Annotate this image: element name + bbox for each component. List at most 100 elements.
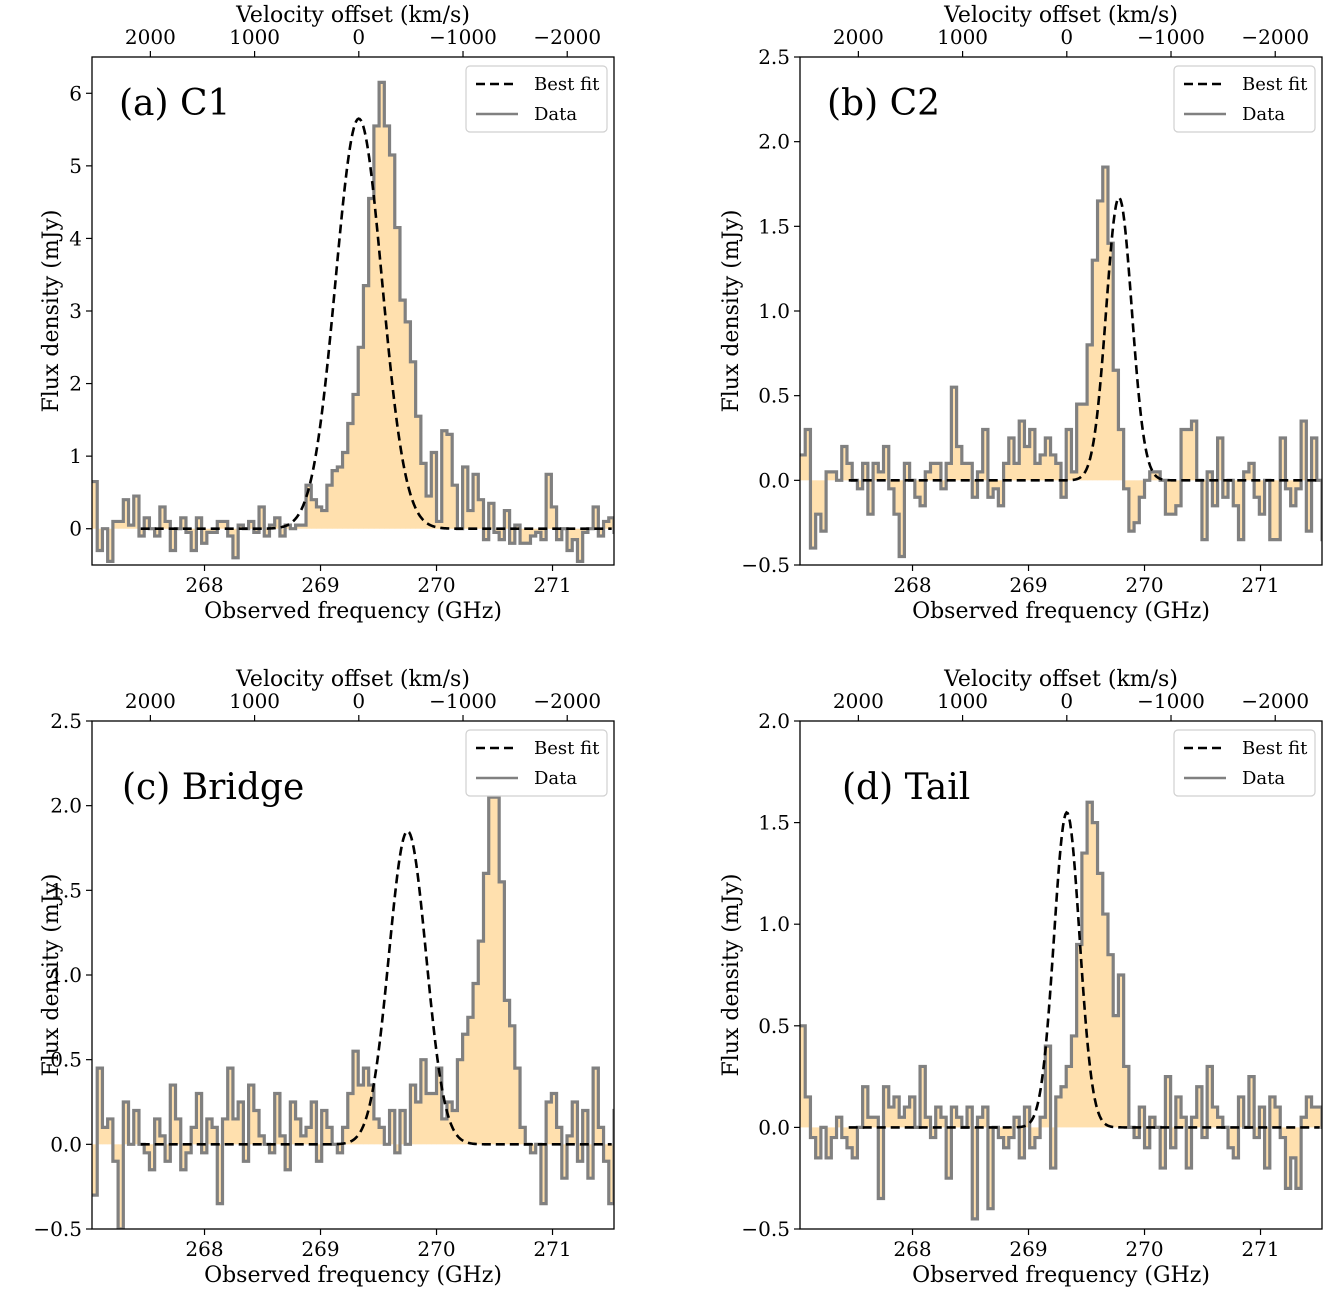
data-bar-fill [1045,1046,1051,1128]
data-bar-fill [1201,480,1208,540]
data-bar-fill [227,1068,234,1145]
legend-box [465,729,608,797]
data-bar-fill [841,1127,848,1138]
top-tick-label: −2000 [1241,25,1309,49]
data-bar-fill [441,430,448,529]
legend-label-data: Data [1242,104,1285,125]
data-bar-fill [525,528,531,544]
x-tick-label: 269 [301,1237,339,1261]
top-tick-label: 2000 [125,25,176,49]
best-fit-curve [848,196,1320,482]
data-bar-fill [535,528,542,533]
top-tick-label: 1000 [229,689,280,713]
data-bar-fill [311,1102,317,1145]
data-bar-fill [1061,480,1067,498]
panel-1: 268 269 270 271 0 1 2 3 4 5 6 2000 1000 0 −1000 −2000 Ob… [39,3,615,624]
data-bar-fill [389,1110,396,1145]
data-bar-fill [410,1085,417,1145]
data-bar-fill [1003,463,1010,481]
data-bar-fill [441,1118,448,1145]
data-bar-fill [452,485,458,529]
data-bar-fill [1165,480,1172,515]
data-bar-fill [295,525,302,529]
data-bar-fill [1066,1066,1072,1128]
data-bar-fill [1254,480,1260,498]
data-bar-fill [431,1093,437,1145]
x-tick-label: 270 [1125,573,1163,597]
data-bar-fill [831,471,837,481]
data-bar-fill [972,1127,978,1219]
data-bar-fill [598,528,604,536]
data-bar-fill [405,321,411,529]
x-axis-label: Observed frequency (GHz) [204,599,502,624]
plot-area [800,800,1322,1221]
best-fit-curve [848,810,1320,1129]
data-bar-fill [180,517,187,529]
data-bar-fill [436,1068,443,1145]
data-bar-fill [206,1118,213,1145]
data-bar-fill [1071,471,1078,481]
data-bar-fill [1076,404,1083,481]
data-bar-fill [1217,1117,1224,1128]
data-bar-fill [232,528,239,558]
y-tick-label: −0.5 [33,1217,82,1241]
x-tick-label: 268 [185,1237,223,1261]
x-tick-label: 271 [533,573,571,597]
data-bar-fill [800,1025,806,1128]
legend-label-fit: Best fit [1242,738,1308,759]
data-bar-fill [873,1117,879,1128]
top-tick-label: 0 [1060,689,1073,713]
data-bar-fill [1290,1127,1297,1158]
data-bar-fill [165,1144,171,1162]
data-bar-fill [520,528,526,544]
data-bar-fill [956,446,963,481]
data-bar-fill [373,125,380,529]
data-bar-fill [191,1127,197,1145]
data-bar-fill [1034,1127,1041,1138]
data-bar-fill [867,480,874,515]
data-bar-fill [97,528,103,551]
data-bar-fill [883,1086,890,1128]
data-bar-fill [394,1144,401,1153]
x-tick-label: 270 [417,573,455,597]
legend-box [465,65,608,133]
data-bar-fill [1029,1127,1036,1148]
data-bar-fill [473,474,479,529]
data-bar-fill [337,1144,343,1153]
data-bar-fill [509,1025,516,1145]
data-bar-fill [363,1068,370,1145]
data-bar-fill [483,528,490,540]
data-bar-fill [1076,944,1083,1128]
data-bar-fill [998,1127,1004,1138]
data-bar-fill [1311,1107,1318,1128]
data-bar-fill [1050,1127,1057,1169]
data-bar-fill [530,1144,537,1153]
data-bar-fill [373,1118,380,1145]
data-bar-fill [342,1127,349,1145]
data-bar-fill [1191,421,1198,481]
data-bar-fill [582,1110,589,1145]
y-tick-label: 5 [69,154,82,178]
data-bar-fill [540,1144,547,1204]
data-bar-fill [514,1068,521,1145]
y-tick-label: 0.0 [758,468,790,492]
data-bar-fill [551,506,557,529]
data-bar-fill [1087,344,1093,481]
data-bar-fill [1081,404,1088,481]
data-bar-fill [820,480,827,532]
data-bar-fill [888,480,895,489]
data-bar-fill [159,1135,166,1145]
data-bar-fill [1238,480,1245,540]
legend-label-fit: Best fit [534,738,600,759]
data-bar-fill [888,1107,895,1128]
data-bar-fill [123,1102,129,1145]
best-fit-curve [140,117,612,531]
data-bar-fill [993,480,999,489]
data-bar-fill [977,471,984,481]
data-bar-fill [1045,438,1051,481]
panel-2: 268 269 270 271 −0.5 0.0 0.5 1.0 1.5 2.0 2.5 2000 10… [719,3,1323,624]
data-bar-fill [285,1144,291,1170]
data-bar-fill [274,1093,281,1145]
data-bar-fill [499,528,505,540]
data-bar-fill [1014,463,1020,481]
